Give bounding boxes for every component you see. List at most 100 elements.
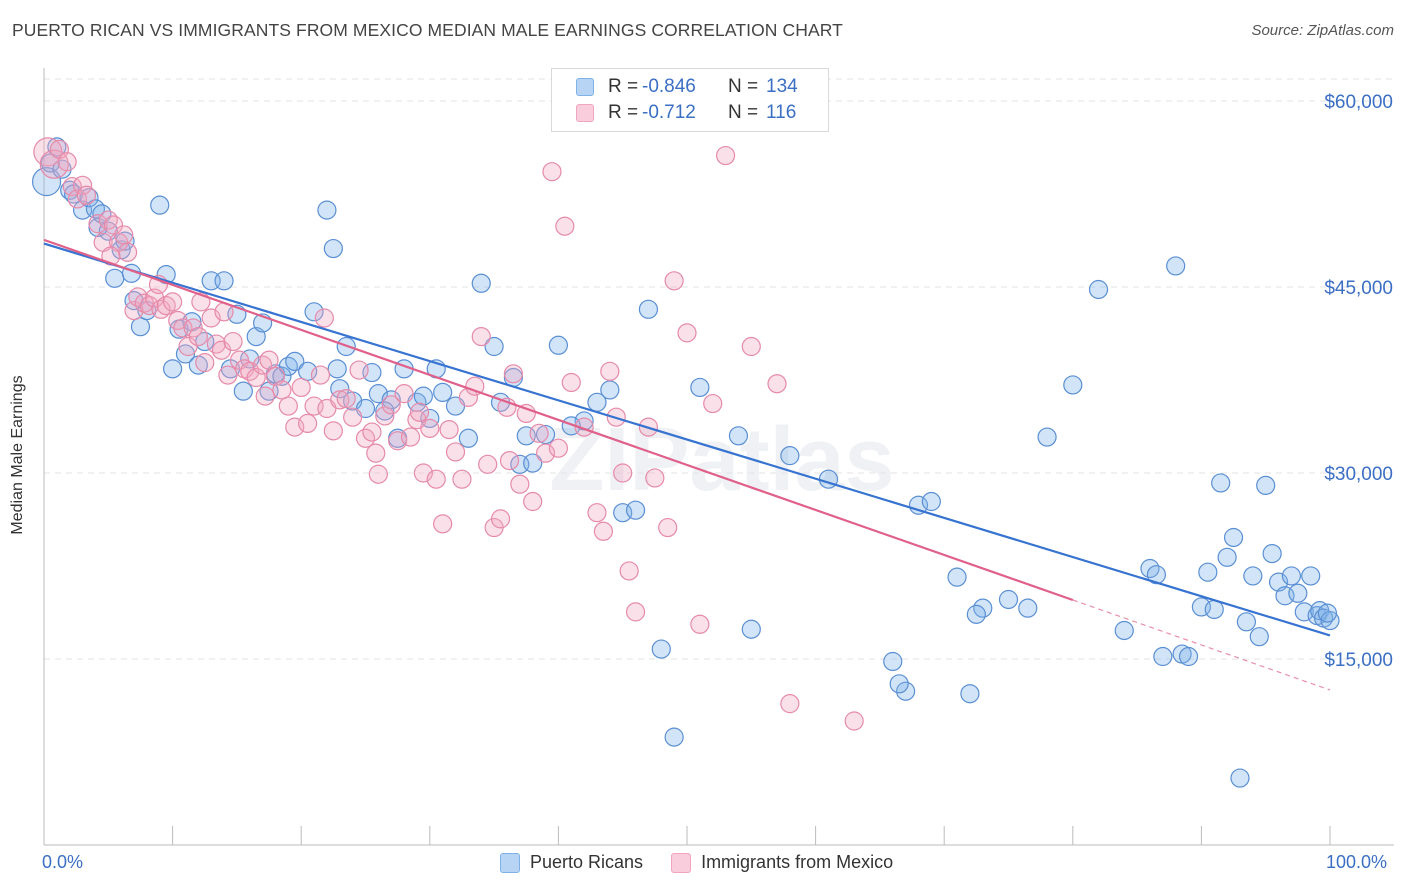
trend-lines [43, 238, 1331, 691]
data-point [314, 308, 334, 328]
data-point [114, 225, 134, 245]
data-point [529, 423, 549, 443]
data-point [535, 443, 556, 463]
data-point [400, 427, 421, 447]
data-point [741, 336, 761, 357]
data-point [298, 413, 318, 433]
data-point [1281, 566, 1302, 586]
r-label: R = [608, 76, 639, 97]
data-point [1063, 375, 1083, 395]
data-point [484, 336, 504, 357]
data-point [561, 372, 581, 393]
data-point [600, 361, 620, 381]
r-value: -0.712 [642, 102, 696, 123]
data-point [253, 355, 273, 375]
data-point [426, 469, 446, 489]
data-point [39, 149, 69, 179]
data-point [966, 604, 986, 624]
chart-source: Source: ZipAtlas.com [1251, 22, 1394, 39]
series-legend: Puerto Ricans Immigrants from Mexico [500, 852, 921, 873]
data-point [105, 268, 125, 288]
data-point [516, 403, 536, 424]
data-point [330, 379, 350, 399]
data-point [921, 491, 941, 512]
data-point [150, 195, 170, 215]
data-point [285, 351, 305, 371]
data-point [336, 389, 356, 409]
data-point [163, 292, 183, 312]
data-point [206, 334, 226, 354]
data-point [375, 406, 395, 426]
data-point [780, 446, 800, 466]
data-point [458, 428, 478, 448]
data-point [218, 365, 238, 385]
legend-row-immigrants-mexico: R = -0.712 N = 116 [576, 101, 796, 125]
data-point [1256, 475, 1276, 495]
data-point [1243, 566, 1263, 586]
data-point [548, 438, 569, 458]
data-point [368, 464, 388, 484]
data-point [555, 216, 575, 236]
legend-label: Immigrants from Mexico [701, 852, 894, 872]
data-point [259, 350, 279, 370]
axes [43, 68, 1394, 846]
data-point [409, 402, 430, 422]
data-point [246, 367, 266, 388]
data-point [327, 359, 347, 379]
data-point [304, 302, 324, 322]
data-point [471, 327, 491, 347]
data-point [478, 454, 498, 474]
data-point [323, 421, 343, 441]
data-point [715, 145, 736, 166]
data-point [542, 162, 562, 182]
data-point [175, 344, 196, 364]
correlation-legend: R = -0.846 N = 134 R = -0.712 N = 116 [551, 68, 829, 132]
data-point [600, 380, 620, 400]
data-point [285, 417, 305, 437]
data-point [535, 424, 556, 445]
data-point [998, 589, 1019, 610]
data-point [291, 377, 311, 398]
trend-line [43, 238, 1074, 602]
data-point [349, 360, 369, 380]
data-point [330, 390, 350, 410]
data-point [587, 503, 607, 523]
data-point [645, 468, 665, 488]
data-point [1317, 603, 1338, 623]
data-point [690, 377, 710, 398]
data-point [523, 453, 543, 473]
data-point [272, 380, 292, 400]
data-point [103, 215, 124, 235]
data-point [1018, 598, 1038, 618]
data-point [223, 331, 243, 352]
n-label: N = [728, 76, 759, 97]
data-point [690, 614, 710, 634]
data-point [503, 364, 523, 384]
data-point [1301, 566, 1321, 586]
data-point [465, 376, 485, 396]
data-point [1223, 527, 1244, 548]
n-value: 134 [766, 76, 798, 97]
data-point [1198, 562, 1218, 582]
data-point [31, 167, 62, 197]
data-point [394, 384, 414, 404]
data-point [1230, 768, 1250, 788]
r-label: R = [608, 102, 639, 123]
n-label: N = [728, 102, 759, 123]
data-point [658, 517, 678, 538]
data-point [1217, 547, 1237, 567]
data-point [310, 365, 331, 385]
n-value: 116 [766, 102, 797, 123]
data-point [613, 463, 633, 483]
data-point [343, 407, 363, 427]
data-point [362, 422, 382, 442]
data-point [88, 214, 108, 234]
data-point [664, 727, 684, 747]
data-point [1211, 473, 1231, 493]
data-point [780, 694, 800, 714]
data-point [1294, 602, 1314, 622]
data-point [593, 521, 614, 541]
data-point [439, 420, 459, 440]
legend-item-puerto-ricans: Puerto Ricans [500, 852, 643, 873]
data-point [947, 567, 967, 587]
